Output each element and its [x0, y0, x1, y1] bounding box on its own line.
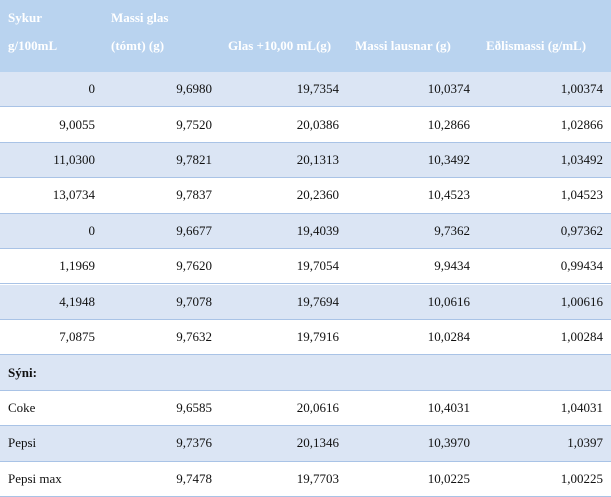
table-cell: 9,7362 [434, 222, 470, 238]
table-cell: 10,2866 [427, 116, 470, 132]
table-cell: 0,99434 [560, 258, 603, 274]
table-cell: 11,0300 [53, 152, 95, 168]
table-row: 7,0875 9,7632 19,7916 10,0284 1,00284 [0, 320, 611, 356]
header-text: g/100mL [8, 38, 58, 53]
table-row: 0 9,6677 19,4039 9,7362 0,97362 [0, 213, 611, 250]
table-cell: 1,04031 [560, 399, 603, 415]
table-cell: 19,7694 [296, 293, 339, 309]
table-cell: 9,6677 [176, 222, 212, 238]
header-cell: Eðlismassi (g/mL) [478, 0, 611, 72]
header-cell: Glas +10,00 mL(g) [220, 0, 347, 72]
table-cell: 1,00225 [560, 470, 603, 486]
header-cell: Massi glas (tómt) (g) [103, 0, 220, 72]
table-cell: 9,7620 [176, 258, 212, 274]
table-cell: 10,3970 [427, 435, 470, 451]
table-cell: 10,0616 [427, 293, 470, 309]
table-cell: 9,7078 [176, 293, 212, 309]
table-cell: 13,0734 [52, 187, 95, 203]
table-cell: 19,4039 [296, 222, 339, 238]
header-text: Eðlismassi (g/mL) [486, 38, 587, 53]
header-text: Massi glas [111, 10, 169, 25]
header-cell: Sykur g/100mL [0, 0, 103, 72]
table-cell: 20,0386 [296, 116, 339, 132]
table-cell: 10,0284 [427, 329, 470, 345]
table-cell: 9,7837 [176, 187, 212, 203]
table-cell: 0 [88, 81, 96, 97]
header-row: Sykur g/100mL Massi glas (tómt) (g) Glas +10… [0, 0, 611, 72]
table-cell: 9,7821 [176, 152, 212, 168]
table-cell: 10,3492 [427, 152, 470, 168]
table-row: 11,0300 9,7821 20,1313 10,3492 1,03492 [0, 142, 611, 179]
table-cell: 1,02866 [560, 116, 603, 132]
header-cell: Massi lausnar (g) [347, 0, 478, 72]
table-row: 0 9,6980 19,7354 10,0374 1,00374 [0, 72, 611, 108]
table-cell: Coke [8, 399, 36, 415]
table-cell: Pepsi max [8, 470, 62, 486]
table-cell: 1,00374 [560, 81, 603, 97]
table-row: Pepsi 9,7376 20,1346 10,3970 1,0397 [0, 426, 611, 462]
table-cell: 1,00284 [560, 329, 603, 345]
table-row: 13,0734 9,7837 20,2360 10,4523 1,04523 [0, 178, 611, 214]
table-cell: 20,2360 [296, 187, 339, 203]
header-text: Massi lausnar (g) [355, 38, 451, 53]
table-cell: 1,04523 [560, 187, 603, 203]
table-cell: 10,4031 [427, 399, 470, 415]
table-cell: 9,9434 [434, 258, 470, 274]
table-cell: 20,1346 [296, 435, 339, 451]
table-cell: 19,7916 [296, 329, 339, 345]
table-cell: 10,4523 [427, 187, 470, 203]
section-row: Sýni: [0, 355, 611, 391]
table-cell: 9,7632 [176, 329, 212, 345]
table-cell: 10,0374 [427, 81, 470, 97]
table-row: Pepsi max 9,7478 19,7703 10,0225 1,00225 [0, 462, 611, 497]
table-cell: 1,1969 [59, 258, 95, 274]
table-cell: 9,0055 [59, 116, 95, 132]
table-cell: 4,1948 [59, 293, 95, 309]
header-text: Glas +10,00 mL(g) [228, 38, 332, 53]
table-cell: 19,7703 [296, 470, 339, 486]
table-cell: 7,0875 [59, 329, 95, 345]
table-cell: 0 [88, 222, 96, 238]
table-cell: 9,6980 [176, 81, 212, 97]
table-cell: 19,7054 [296, 258, 339, 274]
table-cell: 9,7520 [176, 116, 212, 132]
table-cell: 20,0616 [296, 399, 339, 415]
table-cell: 9,7478 [176, 470, 212, 486]
table-cell: 0,97362 [560, 222, 603, 238]
table-cell: 9,6585 [176, 399, 212, 415]
header-text: Sykur [8, 10, 42, 25]
table-row: 1,1969 9,7620 19,7054 9,9434 0,99434 [0, 249, 611, 285]
header-text: (tómt) (g) [111, 38, 165, 53]
table-cell: 1,03492 [560, 152, 603, 168]
table-row: 9,0055 9,7520 20,0386 10,2866 1,02866 [0, 107, 611, 143]
table-row: 4,1948 9,7078 19,7694 10,0616 1,00616 [0, 284, 611, 320]
table-cell: Pepsi [8, 435, 37, 451]
table-cell: 20,1313 [296, 152, 339, 168]
table-cell: 19,7354 [296, 81, 339, 97]
table-cell: 9,7376 [176, 435, 212, 451]
table-row: Coke 9,6585 20,0616 10,4031 1,04031 [0, 391, 611, 427]
table-cell: 1,00616 [560, 293, 603, 309]
section-label: Sýni: [8, 364, 37, 380]
table-cell: 1,0397 [567, 435, 603, 451]
table-cell: 10,0225 [427, 470, 470, 486]
